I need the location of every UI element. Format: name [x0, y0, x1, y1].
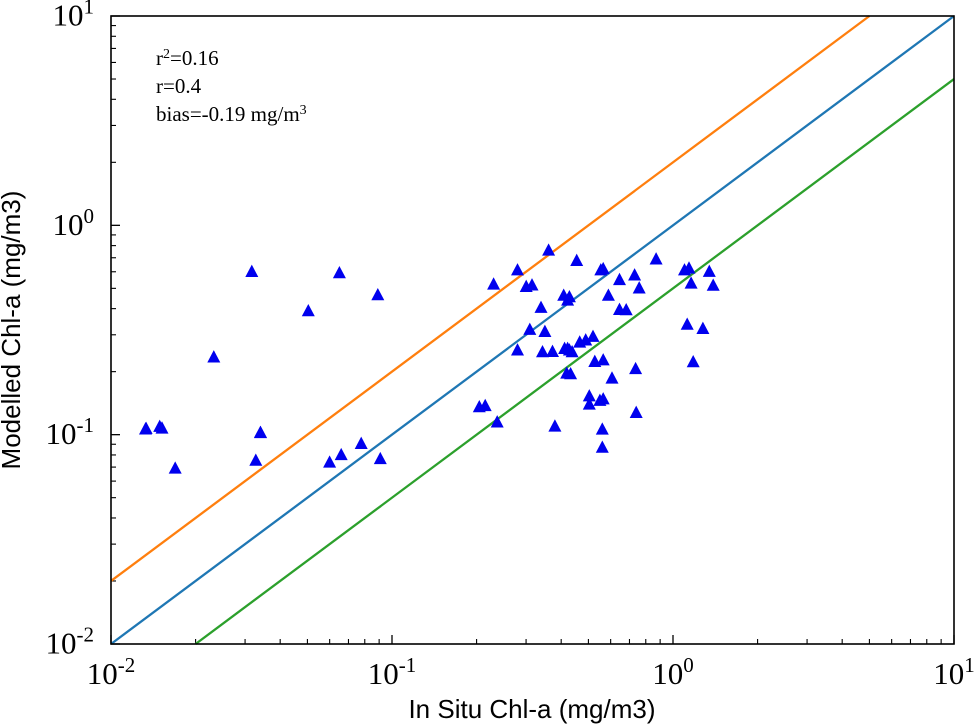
- svg-text:r=0.4: r=0.4: [156, 74, 202, 98]
- svg-text:bias=-0.19 mg/m3: bias=-0.19 mg/m3: [156, 102, 307, 126]
- svg-text:In Situ Chl-a (mg/m3): In Situ Chl-a (mg/m3): [408, 694, 655, 724]
- svg-text:Modelled Chl-a (mg/m3): Modelled Chl-a (mg/m3): [0, 191, 26, 470]
